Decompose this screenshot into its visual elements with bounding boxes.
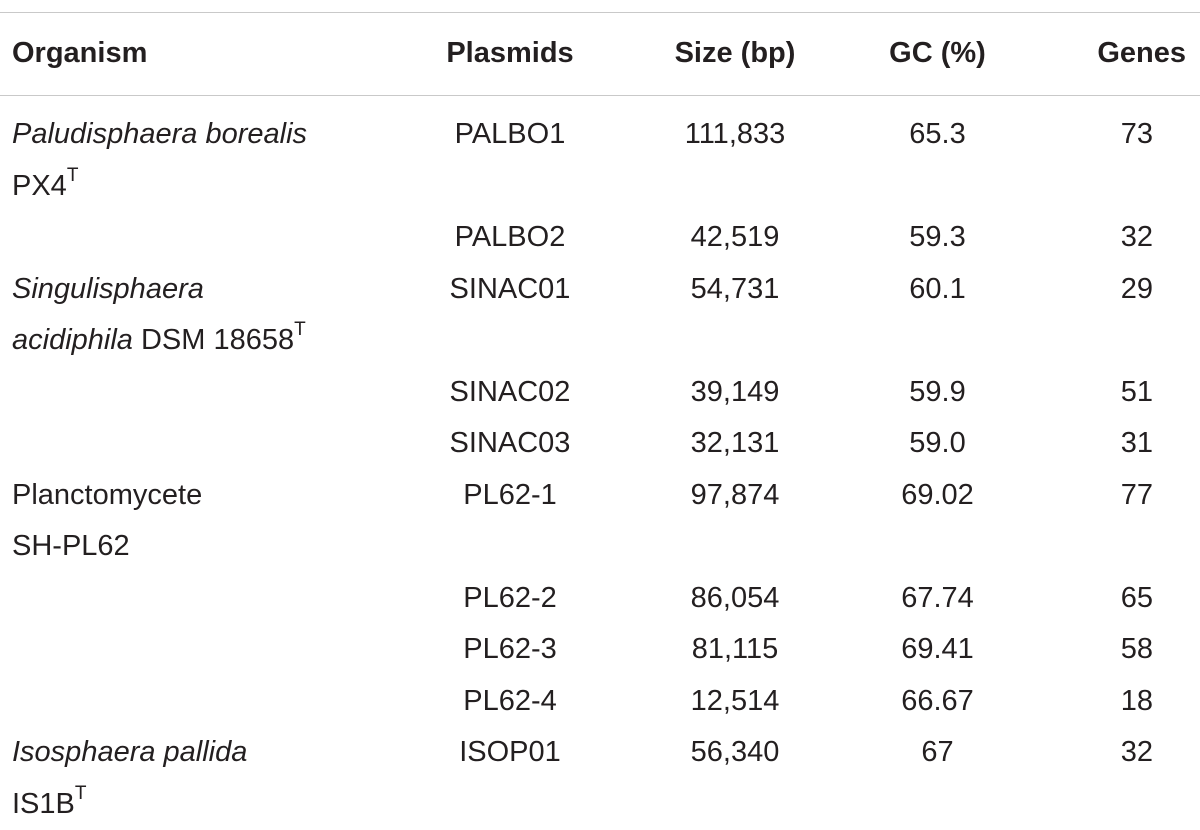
table-cell: 65.3 bbox=[860, 96, 1015, 213]
organism-text: IS1B bbox=[12, 788, 75, 820]
table-cell: 60.1 bbox=[860, 264, 1015, 367]
table-cell: PL62-1 bbox=[410, 470, 610, 573]
table-cell: 69.02 bbox=[860, 470, 1015, 573]
table-cell: 51 bbox=[1015, 367, 1200, 419]
table-cell: PL62-2 bbox=[410, 573, 610, 625]
table-cell: 39,149 bbox=[610, 367, 860, 419]
table-cell: 69.41 bbox=[860, 624, 1015, 676]
organism-text: Planctomycete bbox=[12, 479, 202, 511]
superscript: T bbox=[75, 783, 87, 804]
table-cell: 59.0 bbox=[860, 418, 1015, 470]
table-cell: SINAC02 bbox=[410, 367, 610, 419]
table-cell: 31 bbox=[1015, 418, 1200, 470]
organism-cell: Singulisphaera acidiphila DSM 18658T bbox=[0, 264, 410, 367]
column-header: Size (bp) bbox=[610, 13, 860, 96]
column-header: Organism bbox=[0, 13, 410, 96]
column-header: Genes bbox=[1015, 13, 1200, 96]
table-cell: 42,519 bbox=[610, 212, 860, 264]
table-cell: 97,874 bbox=[610, 470, 860, 573]
organism-line: acidiphila DSM 18658T bbox=[12, 315, 410, 367]
organism-line: Singulisphaera bbox=[12, 264, 410, 316]
column-header: GC (%) bbox=[860, 13, 1015, 96]
table-cell: 58 bbox=[1015, 624, 1200, 676]
table-cell: 67 bbox=[860, 727, 1015, 830]
table-cell: 86,054 bbox=[610, 573, 860, 625]
superscript: T bbox=[67, 165, 79, 186]
table-cell: SINAC03 bbox=[410, 418, 610, 470]
organism-text: Isosphaera pallida bbox=[12, 736, 247, 768]
table-cell: 32 bbox=[1015, 727, 1200, 830]
superscript: T bbox=[294, 319, 306, 340]
organism-line: Paludisphaera borealis bbox=[12, 109, 410, 161]
organism-cell bbox=[0, 212, 410, 264]
organism-cell: Paludisphaera borealis PX4T bbox=[0, 96, 410, 213]
column-header: Plasmids bbox=[410, 13, 610, 96]
organism-cell bbox=[0, 367, 410, 419]
table-cell: 111,833 bbox=[610, 96, 860, 213]
table-cell: SINAC01 bbox=[410, 264, 610, 367]
table-cell: 56,340 bbox=[610, 727, 860, 830]
table-cell: 73 bbox=[1015, 96, 1200, 213]
organism-cell bbox=[0, 624, 410, 676]
table-cell: 66.67 bbox=[860, 676, 1015, 728]
organism-text: PX4 bbox=[12, 170, 67, 202]
organism-cell bbox=[0, 676, 410, 728]
organism-text: acidiphila bbox=[12, 324, 133, 356]
table-cell: PALBO2 bbox=[410, 212, 610, 264]
table-cell: 81,115 bbox=[610, 624, 860, 676]
organism-text: DSM 18658 bbox=[133, 324, 294, 356]
organism-cell: Planctomycete SH-PL62 bbox=[0, 470, 410, 573]
table-cell: 32 bbox=[1015, 212, 1200, 264]
organism-line: Isosphaera pallida bbox=[12, 727, 410, 779]
table-cell: 59.9 bbox=[860, 367, 1015, 419]
table-cell: 59.3 bbox=[860, 212, 1015, 264]
organism-cell bbox=[0, 573, 410, 625]
table-cell: PALBO1 bbox=[410, 96, 610, 213]
table-cell: ISOP01 bbox=[410, 727, 610, 830]
organism-line: Planctomycete bbox=[12, 470, 410, 522]
organism-line: SH-PL62 bbox=[12, 521, 410, 573]
organism-text: Paludisphaera borealis bbox=[12, 118, 307, 150]
table-cell: 32,131 bbox=[610, 418, 860, 470]
organism-line: PX4T bbox=[12, 161, 410, 213]
table-cell: PL62-3 bbox=[410, 624, 610, 676]
table-cell: PL62-4 bbox=[410, 676, 610, 728]
table-cell: 77 bbox=[1015, 470, 1200, 573]
table-cell: 12,514 bbox=[610, 676, 860, 728]
organism-text: Singulisphaera bbox=[12, 273, 204, 305]
table-cell: 65 bbox=[1015, 573, 1200, 625]
organism-cell: Isosphaera pallida IS1BT bbox=[0, 727, 410, 830]
organism-text: SH-PL62 bbox=[12, 530, 130, 562]
table-cell: 67.74 bbox=[860, 573, 1015, 625]
organism-line: IS1BT bbox=[12, 779, 410, 830]
table-cell: 54,731 bbox=[610, 264, 860, 367]
table-cell: 18 bbox=[1015, 676, 1200, 728]
organism-cell bbox=[0, 418, 410, 470]
table-cell: 29 bbox=[1015, 264, 1200, 367]
